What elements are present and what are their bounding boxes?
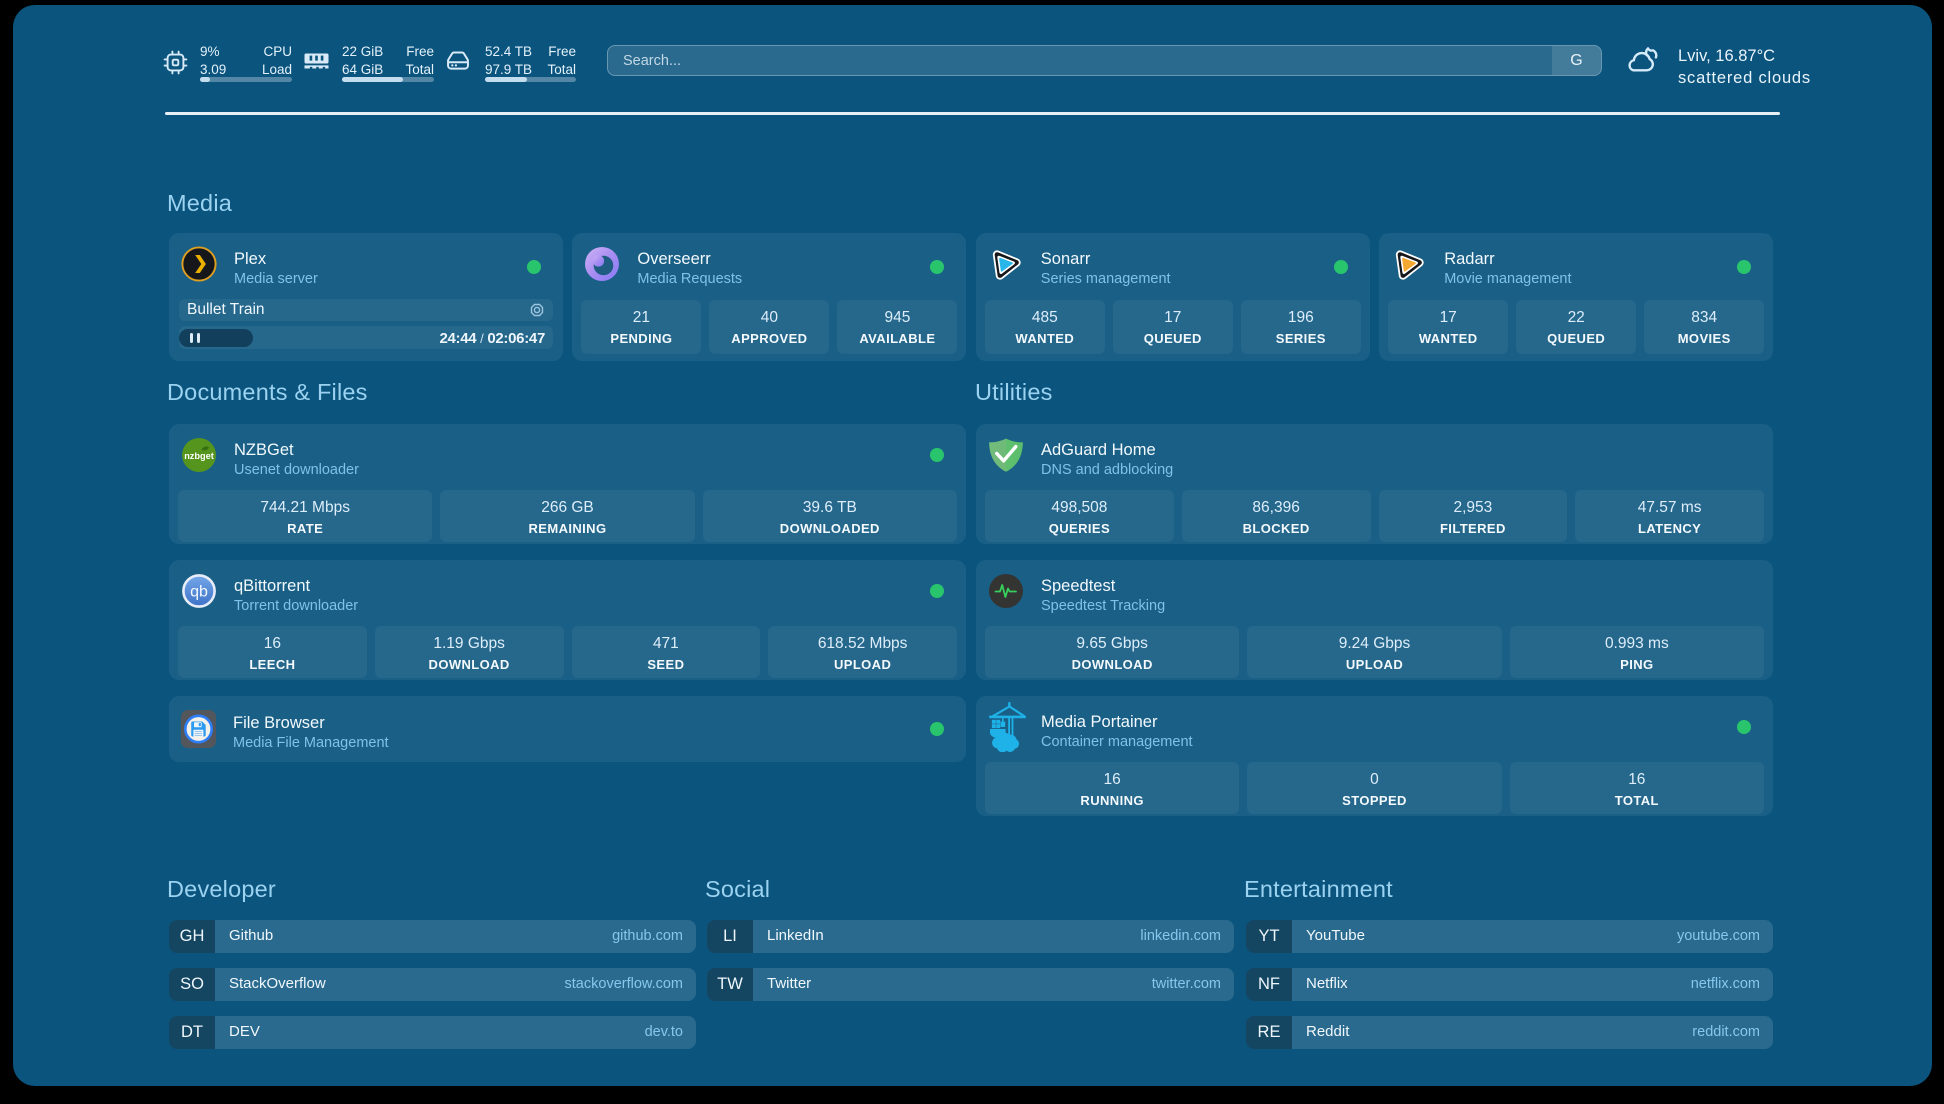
svg-text:nzbget: nzbget — [184, 451, 214, 461]
svg-text:qb: qb — [190, 584, 208, 601]
